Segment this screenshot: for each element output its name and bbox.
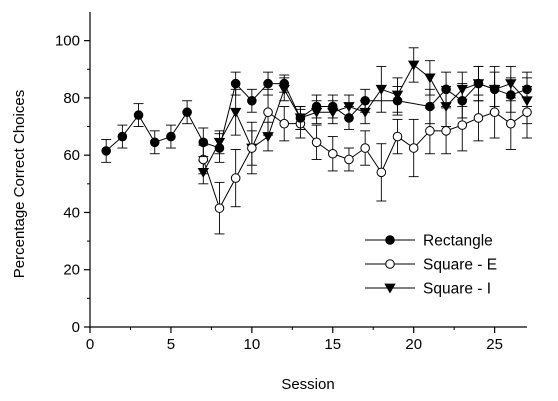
legend-label: Square - I (423, 281, 491, 298)
data-point (360, 143, 370, 153)
legend-item: Rectangle (365, 233, 493, 250)
data-point (392, 131, 403, 142)
data-point (457, 120, 468, 130)
data-point (230, 78, 241, 89)
data-point (247, 143, 257, 153)
data-point (360, 95, 370, 106)
legend-marker (384, 283, 396, 294)
data-point (344, 113, 354, 123)
data-point (425, 101, 435, 112)
data-point (117, 131, 128, 142)
x-axis-label: Session (281, 376, 334, 393)
data-point (279, 118, 290, 129)
data-point (473, 78, 484, 89)
data-point (133, 110, 144, 120)
data-point (424, 73, 436, 84)
y-tick-label: 20 (63, 262, 80, 279)
data-point (473, 113, 484, 123)
y-axis-label: Percentage Correct Choices (11, 90, 28, 278)
data-point (441, 126, 451, 136)
x-tick-label: 25 (486, 336, 503, 353)
data-point (230, 173, 241, 183)
data-point (457, 95, 468, 106)
data-point (375, 84, 388, 95)
x-tick-label: 20 (405, 336, 422, 353)
data-point (506, 90, 516, 100)
data-point (295, 113, 306, 123)
data-point (327, 148, 338, 159)
data-point (166, 131, 176, 142)
data-point (489, 107, 500, 118)
data-point (263, 107, 273, 118)
data-point (522, 84, 532, 95)
legend-label: Rectangle (423, 233, 493, 250)
data-point (506, 118, 516, 129)
data-point (327, 101, 338, 112)
series-rectangle (101, 65, 532, 163)
data-point (344, 154, 354, 165)
data-point (279, 78, 290, 89)
data-point (263, 78, 273, 89)
x-tick-label: 10 (244, 336, 261, 353)
data-point (182, 107, 192, 118)
data-point (149, 137, 160, 148)
y-tick-label: 0 (72, 319, 80, 336)
y-tick-label: 80 (63, 90, 80, 107)
legend-marker (385, 235, 395, 245)
legend-item: Square - E (365, 257, 497, 274)
data-point (425, 126, 435, 136)
legend: Rectangle Square - E Square - I (365, 233, 497, 298)
series-layer (101, 47, 533, 235)
data-point (392, 95, 403, 106)
y-tick-label: 100 (55, 33, 80, 50)
data-point (522, 107, 532, 118)
x-tick-label: 5 (167, 336, 175, 353)
data-point (489, 84, 500, 95)
legend-label: Square - E (423, 257, 497, 274)
data-point (311, 137, 322, 148)
data-point (408, 143, 419, 153)
data-point (247, 95, 257, 106)
data-point (441, 84, 451, 95)
data-point (198, 137, 209, 148)
data-point (376, 167, 387, 178)
legend-marker (385, 259, 395, 269)
data-point (214, 203, 225, 213)
data-point (311, 101, 322, 112)
data-point (408, 60, 420, 71)
data-point (101, 146, 111, 156)
y-tick-label: 40 (63, 204, 80, 221)
x-tick-label: 0 (86, 336, 94, 353)
axes: 0 20 40 60 80 100 0 5 10 15 20 25 (55, 12, 527, 353)
x-tick-label: 15 (324, 336, 341, 353)
data-point (214, 143, 225, 153)
legend-item: Square - I (365, 281, 491, 298)
data-point (229, 107, 242, 118)
y-tick-label: 60 (63, 147, 80, 164)
